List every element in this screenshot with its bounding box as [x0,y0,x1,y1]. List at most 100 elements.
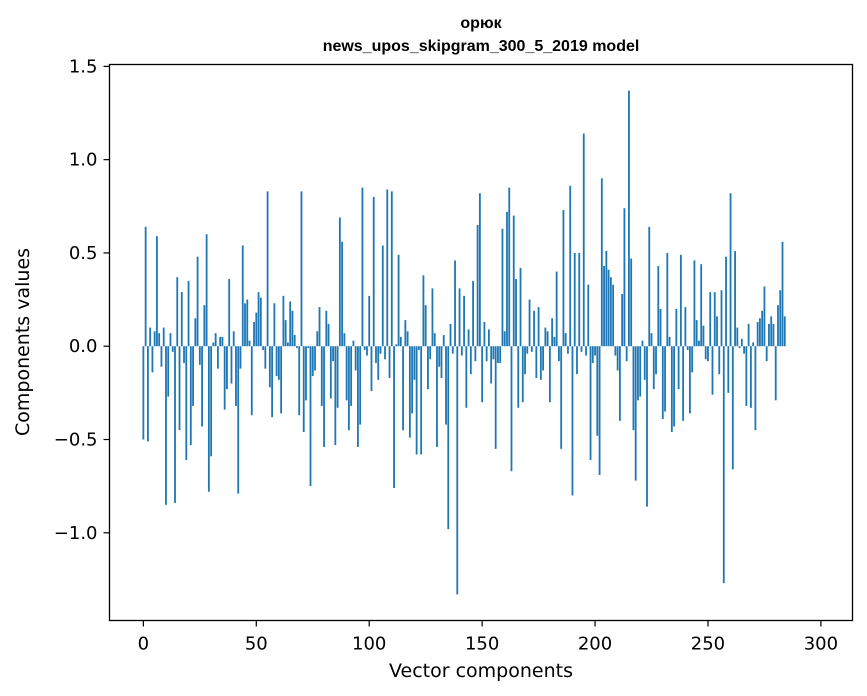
bar [686,346,689,350]
bar [447,346,450,530]
bar-series [142,90,786,595]
bar [273,303,276,347]
bar [287,342,289,347]
bar [720,290,723,347]
bar [413,346,416,380]
bar [659,308,662,347]
bar [361,187,364,347]
bar [311,346,314,377]
y-tick-label: 1.0 [69,150,98,171]
y-axis-ticks: −1.0 −0.5 0.0 0.5 1.0 1.5 [54,56,110,544]
bar [512,215,515,347]
bar [417,346,420,350]
bar [178,346,181,431]
bar [336,346,339,408]
bar [194,318,197,347]
bar [474,346,477,362]
bar [707,346,709,362]
bar [682,346,685,421]
bar [291,310,294,347]
bar [440,346,443,378]
bar [370,346,373,392]
bar [688,346,691,414]
bar [325,310,328,347]
bar [765,346,768,362]
bar [230,346,233,384]
bar [359,346,362,425]
bar [745,346,748,406]
bar [763,286,766,347]
bar [517,346,520,408]
bar [368,295,371,347]
bar [481,346,484,403]
bar [142,346,145,440]
bar [657,266,660,347]
bar [402,346,404,431]
bar [670,346,673,433]
bar [664,346,666,412]
bar [436,346,438,447]
plot-frame [108,63,854,622]
bar [237,346,240,494]
bar [596,346,599,436]
bar [201,346,203,427]
x-axis-label: Vector components [389,660,573,682]
bar [375,346,377,364]
bar [585,346,587,356]
bar [571,346,574,496]
bar [207,346,210,492]
bar [264,346,267,369]
bar [499,346,502,364]
bar [609,277,612,347]
bar [625,346,628,362]
bar [722,346,725,584]
bar [316,331,319,347]
bar [171,346,174,352]
bar [146,346,149,442]
bar [725,256,727,347]
bar [510,346,513,472]
bar [544,327,547,347]
bar [363,346,366,350]
bar [395,344,398,347]
bar [616,346,619,371]
bar [221,336,224,347]
bar [404,320,407,347]
bar [621,293,624,347]
bar [535,346,538,378]
bar [528,299,531,347]
bar [488,329,490,347]
bar [589,346,592,461]
bar [156,236,158,347]
bar [192,346,194,406]
bar [250,346,253,416]
bar [691,346,694,373]
bar [695,320,698,347]
bar [718,346,721,375]
bar [338,217,341,347]
bar [377,346,380,380]
x-axis-ticks: 0 50 100 150 200 250 300 [138,620,838,655]
bar [650,333,653,347]
bar [196,256,199,347]
bar [756,321,759,347]
bar [600,178,603,347]
bar [713,292,716,347]
bar [463,295,465,347]
bar [521,346,524,403]
bar [332,346,334,362]
bar [743,346,746,354]
bar [415,346,418,455]
bar [214,333,217,347]
bar [731,346,734,470]
bar [506,211,508,347]
bar [198,346,201,365]
bar [752,342,755,347]
bar [442,335,445,347]
bar [483,321,486,347]
bar [293,335,296,347]
bar [153,331,156,347]
bar [454,260,456,347]
y-tick-label: 0.0 [69,336,98,357]
